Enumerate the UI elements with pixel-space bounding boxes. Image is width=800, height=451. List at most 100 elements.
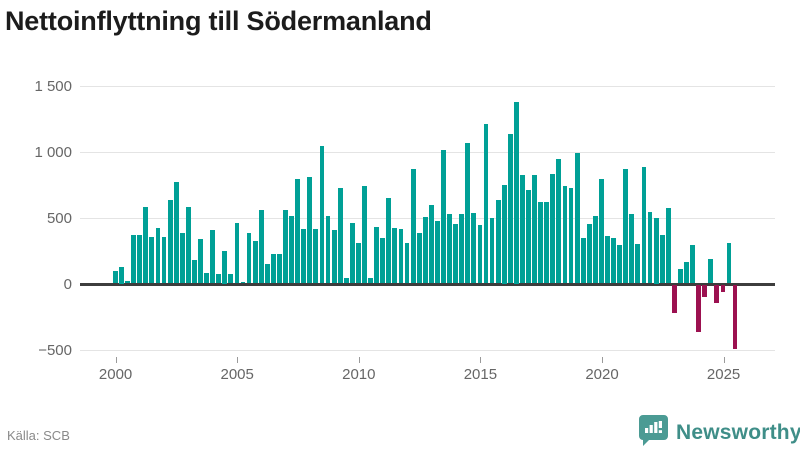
- bar-2019q3: [586, 224, 592, 284]
- bar-2018q1: [550, 173, 556, 284]
- y-axis-label: 0: [63, 275, 72, 293]
- bar-2004q1: [210, 230, 216, 284]
- bar-2000q4: [131, 235, 137, 284]
- x-axis-label: 2010: [342, 366, 376, 383]
- y-axis-label: 1 000: [34, 143, 72, 161]
- bar-2018q3: [562, 186, 568, 284]
- bar-2009q4: [349, 222, 355, 284]
- bar-2002q1: [161, 237, 167, 284]
- gridline: [80, 85, 775, 87]
- bar-2011q4: [398, 229, 404, 284]
- bar-2001q1: [137, 234, 143, 284]
- bar-2003q4: [204, 272, 209, 284]
- x-axis-tick: [723, 357, 725, 363]
- x-axis-tick: [115, 357, 117, 363]
- bar-2005q3: [246, 232, 252, 284]
- x-axis-tick: [237, 357, 239, 363]
- bar-2012q2: [410, 168, 416, 284]
- bar-2025q1: [720, 285, 726, 293]
- bar-2004q2: [216, 274, 222, 284]
- bar-2000q2: [119, 267, 124, 284]
- bar-2016q3: [513, 102, 519, 284]
- bar-2001q3: [149, 237, 155, 284]
- bar-2014q1: [453, 224, 459, 284]
- bar-2010q1: [356, 243, 361, 284]
- bar-2011q3: [392, 228, 398, 284]
- bar-2016q2: [507, 134, 513, 284]
- bar-2017q3: [538, 202, 544, 284]
- bar-2007q2: [289, 216, 295, 284]
- x-axis-tick: [480, 357, 482, 363]
- bar-2006q3: [270, 253, 276, 284]
- y-axis-label: −500: [38, 341, 72, 359]
- bar-2006q4: [277, 254, 282, 284]
- bar-2012q1: [404, 242, 410, 284]
- bar-2003q1: [185, 206, 191, 284]
- bar-2014q3: [465, 142, 471, 284]
- bar-2020q1: [599, 179, 604, 284]
- bar-2001q4: [155, 228, 161, 284]
- bar-2020q3: [611, 237, 616, 284]
- bar-2024q4: [714, 285, 720, 304]
- bar-2005q1: [234, 222, 240, 284]
- bar-2023q3: [684, 262, 689, 284]
- bar-2003q3: [198, 238, 203, 284]
- bar-2009q3: [343, 278, 349, 284]
- x-axis-label: 2025: [706, 366, 741, 383]
- bar-2010q4: [374, 226, 380, 284]
- bar-2019q2: [580, 237, 586, 284]
- bar-2002q4: [179, 233, 185, 284]
- bar-2007q1: [283, 210, 288, 284]
- bar-2001q2: [143, 206, 149, 284]
- bar-2017q1: [526, 190, 531, 284]
- bar-2007q4: [301, 228, 307, 284]
- bar-2002q2: [167, 200, 173, 284]
- bar-2009q1: [331, 230, 337, 284]
- newsworthy-logo: Newsworthy: [638, 414, 800, 451]
- gridline: [80, 151, 775, 153]
- bar-2016q1: [501, 184, 507, 284]
- x-axis-tick: [602, 357, 603, 363]
- bar-2002q3: [173, 181, 179, 284]
- bar-2021q4: [641, 167, 647, 284]
- bar-2014q4: [471, 212, 477, 284]
- newsworthy-logo-text: Newsworthy: [676, 420, 800, 444]
- x-axis-label: 2020: [585, 366, 619, 383]
- bar-2004q4: [228, 274, 234, 284]
- bar-2008q2: [313, 228, 319, 284]
- bar-2023q4: [690, 244, 695, 284]
- bar-2022q2: [653, 217, 659, 284]
- bar-2012q3: [416, 233, 422, 284]
- y-axis-label: 500: [46, 209, 72, 227]
- page-title: Nettoinflyttning till Södermanland: [5, 6, 432, 36]
- bar-2015q4: [495, 199, 501, 284]
- bar-2008q1: [307, 177, 313, 284]
- bar-2020q2: [605, 235, 610, 284]
- bar-2005q2: [240, 282, 246, 284]
- x-axis-label: 2015: [463, 366, 498, 383]
- bar-2022q1: [647, 212, 653, 284]
- bar-2018q4: [568, 188, 574, 284]
- bar-2015q1: [477, 224, 483, 284]
- bar-2013q1: [428, 204, 434, 284]
- bar-2013q2: [434, 221, 440, 284]
- bar-2022q3: [659, 235, 665, 284]
- bar-2015q3: [489, 218, 495, 284]
- y-axis-label: 1 500: [34, 77, 72, 95]
- bar-2019q1: [574, 152, 580, 284]
- newsworthy-logo-icon: [638, 414, 669, 451]
- bar-2017q4: [544, 202, 550, 284]
- bar-2013q4: [447, 214, 452, 284]
- bar-2022q4: [665, 208, 671, 284]
- bar-2008q4: [325, 215, 331, 284]
- bar-2017q2: [532, 175, 538, 284]
- x-axis-label: 2005: [220, 366, 254, 383]
- bar-2008q3: [319, 145, 325, 284]
- bar-2023q1: [671, 285, 677, 313]
- zero-line: [80, 283, 775, 286]
- bar-2025q3: [732, 285, 738, 349]
- gridline: [80, 349, 775, 351]
- bar-2024q3: [708, 259, 714, 284]
- bar-2019q4: [592, 216, 598, 284]
